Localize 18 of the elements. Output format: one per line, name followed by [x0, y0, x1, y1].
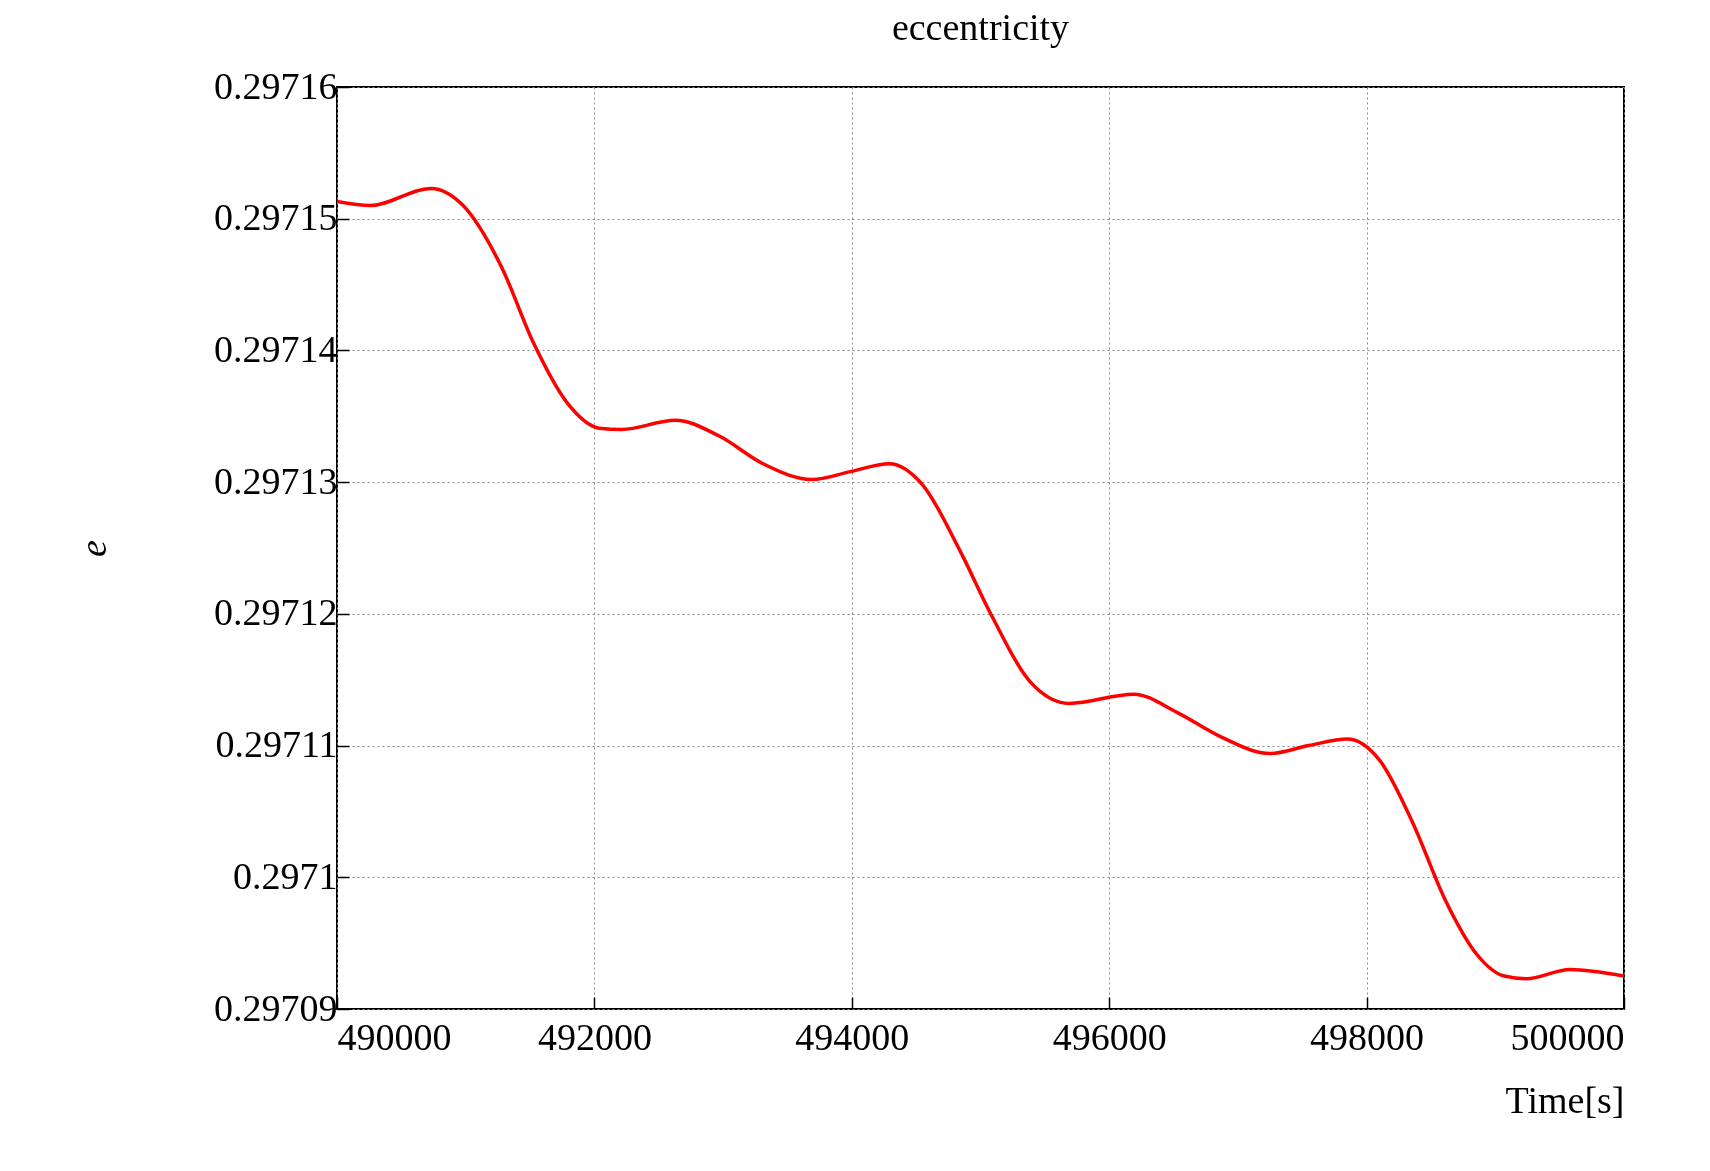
x-axis-title: Time[s]: [1505, 1078, 1625, 1121]
x-tick-label: 500000: [1510, 1015, 1625, 1058]
y-tick-label: 0.29709: [214, 986, 338, 1029]
y-tick-label: 0.2971: [233, 854, 338, 897]
chart-title: eccentricity: [891, 6, 1070, 48]
x-tick-label: 496000: [1052, 1015, 1167, 1058]
x-tick-label: 490000: [337, 1015, 452, 1058]
y-tick-label: 0.29711: [215, 723, 338, 766]
x-tick-label: 494000: [795, 1015, 910, 1058]
line-series: [337, 186, 1624, 981]
y-axis-title: e: [72, 539, 114, 557]
y-tick-label: 0.29714: [214, 327, 338, 370]
y-tick-label: 0.29712: [214, 591, 338, 634]
y-tick-label: 0.29715: [214, 196, 338, 239]
y-tick-label: 0.29713: [214, 459, 338, 502]
x-tick-label: 498000: [1310, 1015, 1425, 1058]
x-tick-label: 492000: [537, 1015, 652, 1058]
y-tick-label: 0.29716: [214, 64, 338, 107]
